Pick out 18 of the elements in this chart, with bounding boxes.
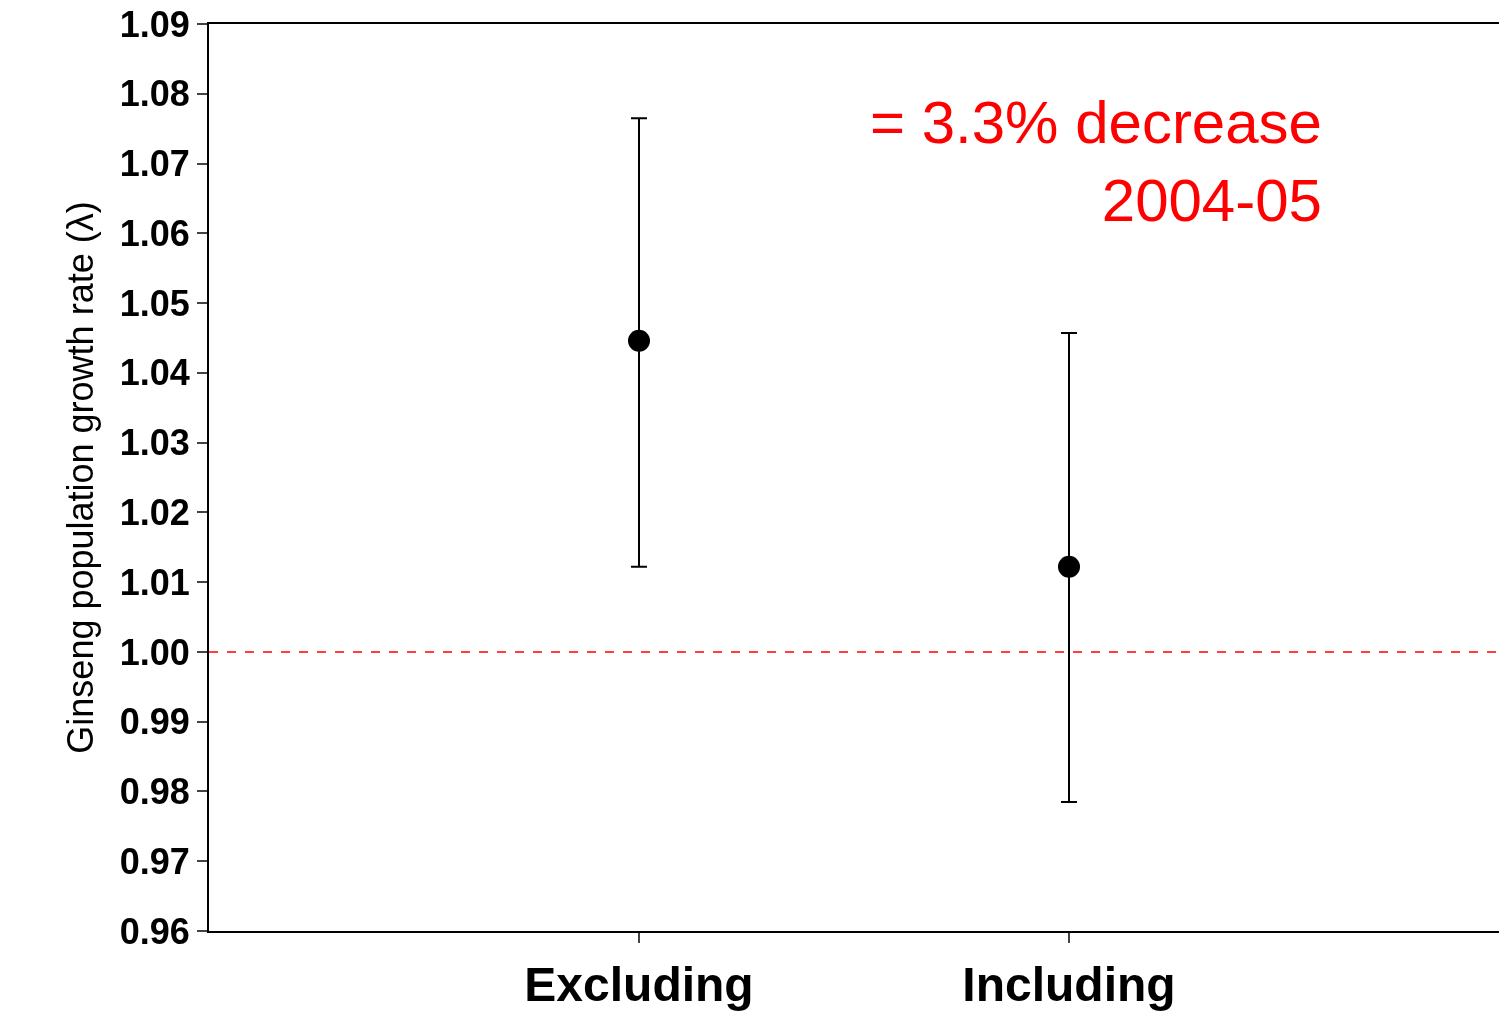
y-tick-label: 1.08 [119,73,190,115]
y-tick-label: 1.07 [119,143,190,185]
y-tick-label: 1.03 [119,422,190,464]
y-tick-label: 1.01 [119,561,190,603]
y-tick-label: 0.97 [119,840,190,882]
y-tick-label: 1.05 [119,282,190,324]
y-tick-label: 1.09 [119,3,190,45]
y-tick-label: 1.04 [119,352,190,394]
y-tick-label: 1.06 [119,212,190,254]
y-tick-label: 0.99 [119,701,190,743]
y-axis-title: Ginseng population growth rate (λ) [60,201,102,754]
x-tick-label: Excluding [524,957,754,1011]
x-tick-label: Including [962,957,1176,1011]
y-tick-label: 1.02 [119,491,190,533]
y-tick-label: 1.00 [119,631,190,673]
y-tick-label: 0.96 [119,910,190,952]
annotation: = 3.3% decrease 2004-05 [870,89,1322,234]
y-tick-label: 0.98 [119,771,190,813]
